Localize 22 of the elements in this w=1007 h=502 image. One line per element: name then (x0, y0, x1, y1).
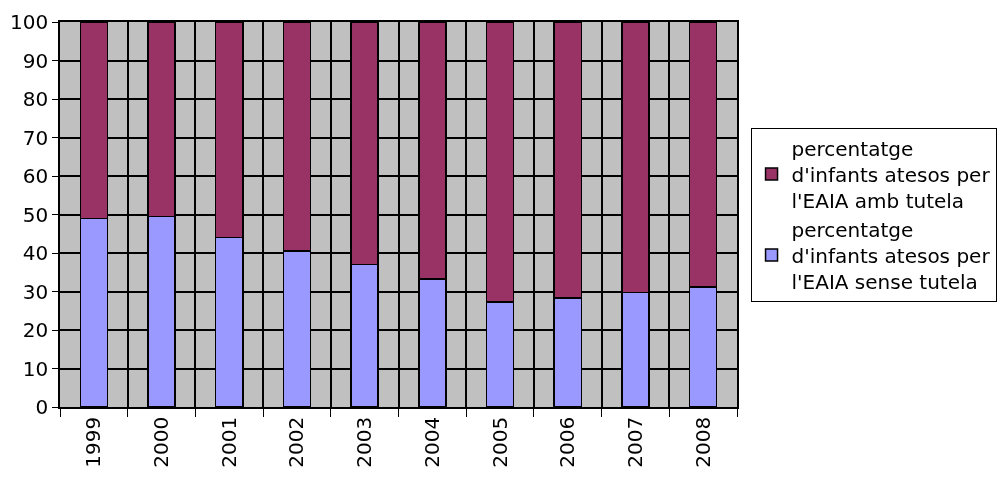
y-tick-label: 90 (22, 48, 49, 73)
y-tick-label: 30 (22, 279, 49, 304)
x-tick-label: 2004 (419, 416, 444, 468)
x-tick-label: 2003 (352, 416, 377, 468)
x-tick-label: 2005 (487, 416, 512, 468)
x-tick-label: 2006 (555, 416, 580, 468)
x-tick-label: 2000 (149, 416, 174, 468)
y-tick-label: 10 (22, 356, 49, 381)
x-tick-label: 2002 (284, 416, 309, 468)
y-tick-label: 60 (22, 164, 49, 188)
x-tick-label: 1999 (81, 416, 106, 468)
y-tick-label: 20 (22, 318, 49, 342)
x-tick-label: 2001 (216, 416, 241, 468)
y-tick-label: 0 (35, 395, 49, 419)
x-tick-label: 2007 (622, 416, 647, 468)
y-tick-label: 70 (22, 125, 49, 150)
y-tick-label: 100 (10, 10, 49, 34)
x-tick-label: 2008 (690, 416, 715, 468)
y-tick-label: 80 (22, 87, 49, 111)
y-tick-label: 50 (22, 202, 49, 227)
y-tick-label: 40 (22, 241, 49, 265)
legend-label: percentatge d'infants atesos per l'EAIA sense tutela (791, 217, 991, 294)
